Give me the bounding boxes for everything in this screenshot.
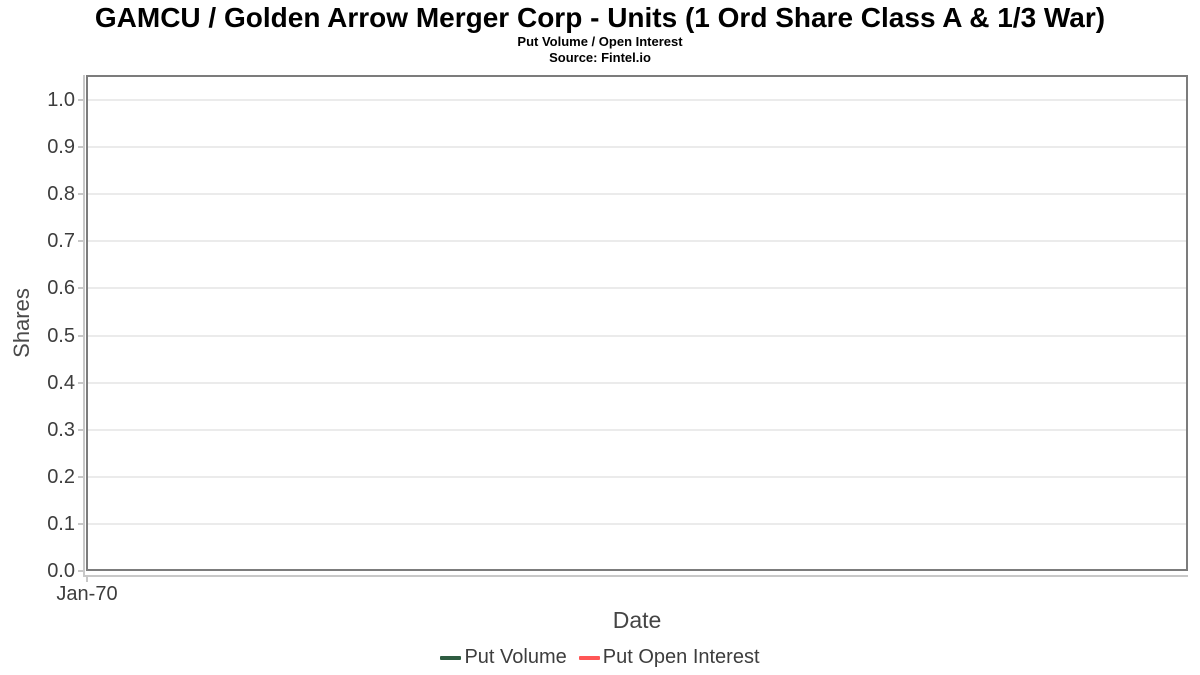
y-tick-mark bbox=[78, 522, 84, 525]
y-tick-label: 0.4 bbox=[47, 371, 75, 394]
chart-source-label: Source: Fintel.io bbox=[549, 50, 651, 65]
y-tick-label: 0.7 bbox=[47, 230, 75, 253]
gridline bbox=[88, 334, 1186, 337]
gridline bbox=[88, 381, 1186, 384]
y-tick-label: 0.2 bbox=[47, 465, 75, 488]
legend-item-put-volume: Put Volume bbox=[440, 646, 567, 669]
chart-legend: Put Volume Put Open Interest bbox=[0, 646, 1200, 669]
y-tick-mark bbox=[78, 381, 84, 384]
y-axis-title: Shares bbox=[9, 288, 34, 358]
x-tick-label: Jan-70 bbox=[56, 583, 118, 605]
put-volume-line-swatch-icon bbox=[440, 655, 462, 660]
y-tick-label: 1.0 bbox=[47, 89, 75, 111]
y-tick-mark bbox=[78, 428, 84, 431]
y-tick-mark bbox=[78, 570, 84, 572]
y-tick-mark bbox=[78, 193, 84, 196]
gridline bbox=[88, 193, 1186, 196]
put-open-interest-line-swatch-icon bbox=[578, 655, 600, 660]
gridline bbox=[88, 522, 1186, 525]
y-axis-line bbox=[83, 75, 85, 576]
chart-title: GAMCU / Golden Arrow Merger Corp - Units… bbox=[94, 2, 1106, 33]
gridline bbox=[88, 287, 1186, 290]
x-tick-mark bbox=[86, 577, 88, 582]
legend-item-put-open-interest: Put Open Interest bbox=[578, 646, 760, 669]
y-tick-mark bbox=[78, 146, 84, 149]
y-tick-label: 0.0 bbox=[47, 560, 75, 582]
y-tick-mark bbox=[78, 99, 84, 101]
legend-label-put-open-interest: Put Open Interest bbox=[602, 646, 760, 668]
x-axis-line bbox=[83, 575, 1188, 577]
gridline bbox=[88, 475, 1186, 478]
plot-area bbox=[86, 75, 1188, 571]
gridline bbox=[88, 146, 1186, 149]
y-tick-label: 0.8 bbox=[47, 183, 75, 206]
gridline bbox=[88, 428, 1186, 431]
y-tick-label: 0.3 bbox=[47, 418, 75, 441]
y-tick-label: 0.5 bbox=[47, 324, 75, 347]
y-tick-mark bbox=[78, 287, 84, 290]
gridline bbox=[88, 240, 1186, 243]
y-tick-label: 0.1 bbox=[47, 512, 75, 535]
y-tick-mark bbox=[78, 475, 84, 478]
y-tick-mark bbox=[78, 334, 84, 337]
y-tick-mark bbox=[78, 240, 84, 243]
legend-label-put-volume: Put Volume bbox=[464, 646, 567, 668]
gridline bbox=[88, 99, 1186, 101]
y-tick-label: 0.6 bbox=[47, 277, 75, 300]
y-tick-label: 0.9 bbox=[47, 136, 75, 159]
chart-subtitle: Put Volume / Open Interest bbox=[517, 34, 683, 49]
x-axis-title: Date bbox=[612, 607, 662, 633]
